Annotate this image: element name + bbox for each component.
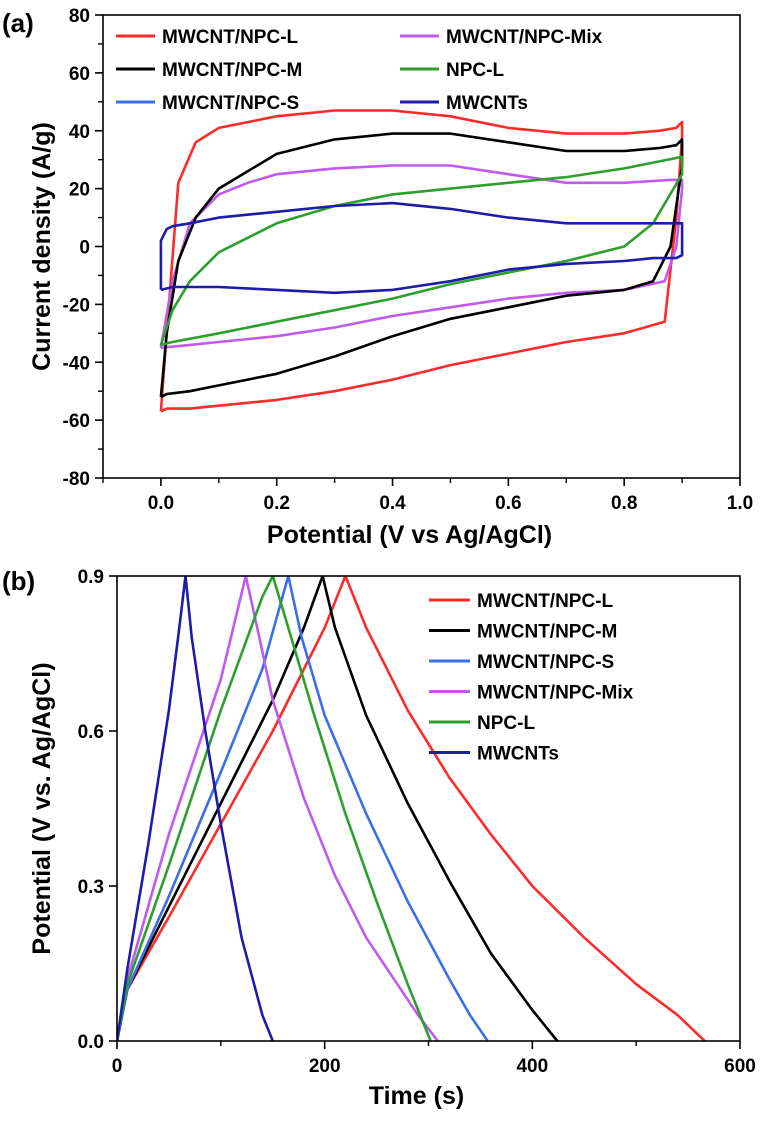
legend-label: MWCNTs bbox=[477, 744, 559, 765]
y-tick-label: 0.0 bbox=[78, 1032, 104, 1053]
legend-item: MWCNTs bbox=[429, 744, 559, 765]
x-tick-label: 400 bbox=[516, 1056, 548, 1077]
x-tick-label: 0.0 bbox=[148, 493, 174, 514]
panel-label: (b) bbox=[2, 566, 35, 596]
legend-label: MWCNT/NPC-S bbox=[162, 93, 299, 114]
legend-label: MWCNT/NPC-Mix bbox=[477, 683, 634, 704]
y-tick-label: 60 bbox=[69, 64, 90, 85]
y-axis-label: Potential (V vs. Ag/AgCl) bbox=[28, 662, 56, 954]
legend-item: MWCNTs bbox=[400, 93, 528, 114]
y-tick-label: -60 bbox=[63, 411, 90, 432]
series-line-mwcnt-npc-l bbox=[117, 576, 706, 1041]
series-line-mwcnts bbox=[159, 201, 684, 295]
x-tick-label: 0.2 bbox=[264, 493, 290, 514]
legend-label: MWCNT/NPC-L bbox=[162, 27, 299, 48]
legend-label: NPC-L bbox=[477, 713, 535, 734]
legend-label: MWCNT/NPC-M bbox=[162, 60, 302, 81]
panel-b-gcd-chart: 0 200 400 600 0.0 0.3 0.6 0.9 Time (s) Potential … bbox=[2, 566, 756, 1110]
y-tick-label: -40 bbox=[63, 353, 90, 374]
y-tick-label: -80 bbox=[63, 469, 90, 490]
legend-label: MWCNT/NPC-M bbox=[477, 622, 617, 643]
legend-item: MWCNT/NPC-M bbox=[116, 60, 302, 81]
legend-item: MWCNT/NPC-Mix bbox=[400, 27, 603, 48]
y-tick-label: 0.9 bbox=[78, 567, 104, 588]
series-line-mwcnt-npc-m bbox=[159, 132, 684, 399]
legend-item: MWCNT/NPC-L bbox=[429, 591, 614, 612]
legend-label: MWCNT/NPC-L bbox=[477, 591, 614, 612]
series-line-mwcnt-npc-l bbox=[159, 109, 684, 413]
y-axis-label: Current density (A/g) bbox=[28, 122, 56, 371]
legend-item: MWCNT/NPC-L bbox=[116, 27, 299, 48]
x-tick-label: 1.0 bbox=[727, 493, 753, 514]
x-axis-label: Time (s) bbox=[369, 1082, 464, 1110]
panel-a-cv-chart: 0.0 0.2 0.4 0.6 0.8 1.0 -80 -60 -40 -20 0 20 40 60 80 P… bbox=[2, 6, 753, 549]
y-tick-label: 80 bbox=[69, 6, 90, 27]
series-lines bbox=[159, 109, 684, 413]
x-tick-label: 0.6 bbox=[495, 493, 521, 514]
legend-item: MWCNT/NPC-Mix bbox=[429, 683, 634, 704]
legend-label: NPC-L bbox=[446, 60, 504, 81]
series-lines bbox=[117, 576, 706, 1041]
y-tick-label: 0.6 bbox=[78, 722, 104, 743]
y-tick-label: 0.3 bbox=[78, 877, 104, 898]
series-line-mwcnt-npc-mix bbox=[159, 164, 684, 350]
x-tick-label: 200 bbox=[309, 1056, 341, 1077]
legend-item: MWCNT/NPC-S bbox=[429, 652, 614, 673]
series-line-mwcnt-npc-s bbox=[117, 576, 489, 1041]
legend-label: MWCNTs bbox=[446, 93, 528, 114]
legend-item: NPC-L bbox=[400, 60, 504, 81]
x-tick-label: 0.4 bbox=[379, 493, 406, 514]
series-line-npc-l bbox=[117, 576, 432, 1041]
legend-item: MWCNT/NPC-M bbox=[429, 622, 617, 643]
series-line-mwcnt-npc-mix bbox=[117, 576, 439, 1041]
y-tick-label: 40 bbox=[69, 122, 90, 143]
legend-label: MWCNT/NPC-Mix bbox=[446, 27, 603, 48]
y-tick-label: 20 bbox=[69, 180, 90, 201]
legend-label: MWCNT/NPC-S bbox=[477, 652, 614, 673]
legend: MWCNT/NPC-L MWCNT/NPC-Mix MWCNT/NPC-M NPC-L… bbox=[116, 27, 603, 114]
plot-frame bbox=[116, 575, 741, 1042]
legend-item: MWCNT/NPC-S bbox=[116, 93, 299, 114]
x-axis-label: Potential (V vs Ag/AgCl) bbox=[267, 521, 552, 549]
y-tick-label: -20 bbox=[63, 295, 90, 316]
legend-item: NPC-L bbox=[429, 713, 535, 734]
x-tick-label: 600 bbox=[724, 1056, 756, 1077]
y-tick-label: 0 bbox=[79, 238, 90, 259]
series-line-mwcnts bbox=[117, 576, 275, 1041]
x-tick-label: 0 bbox=[112, 1056, 123, 1077]
series-line-mwcnt-npc-m bbox=[117, 576, 559, 1041]
panel-label: (a) bbox=[2, 8, 34, 38]
series-line-npc-l bbox=[159, 155, 684, 347]
x-tick-label: 0.8 bbox=[611, 493, 637, 514]
legend: MWCNT/NPC-L MWCNT/NPC-M MWCNT/NPC-S MWCNT/N… bbox=[429, 591, 634, 765]
